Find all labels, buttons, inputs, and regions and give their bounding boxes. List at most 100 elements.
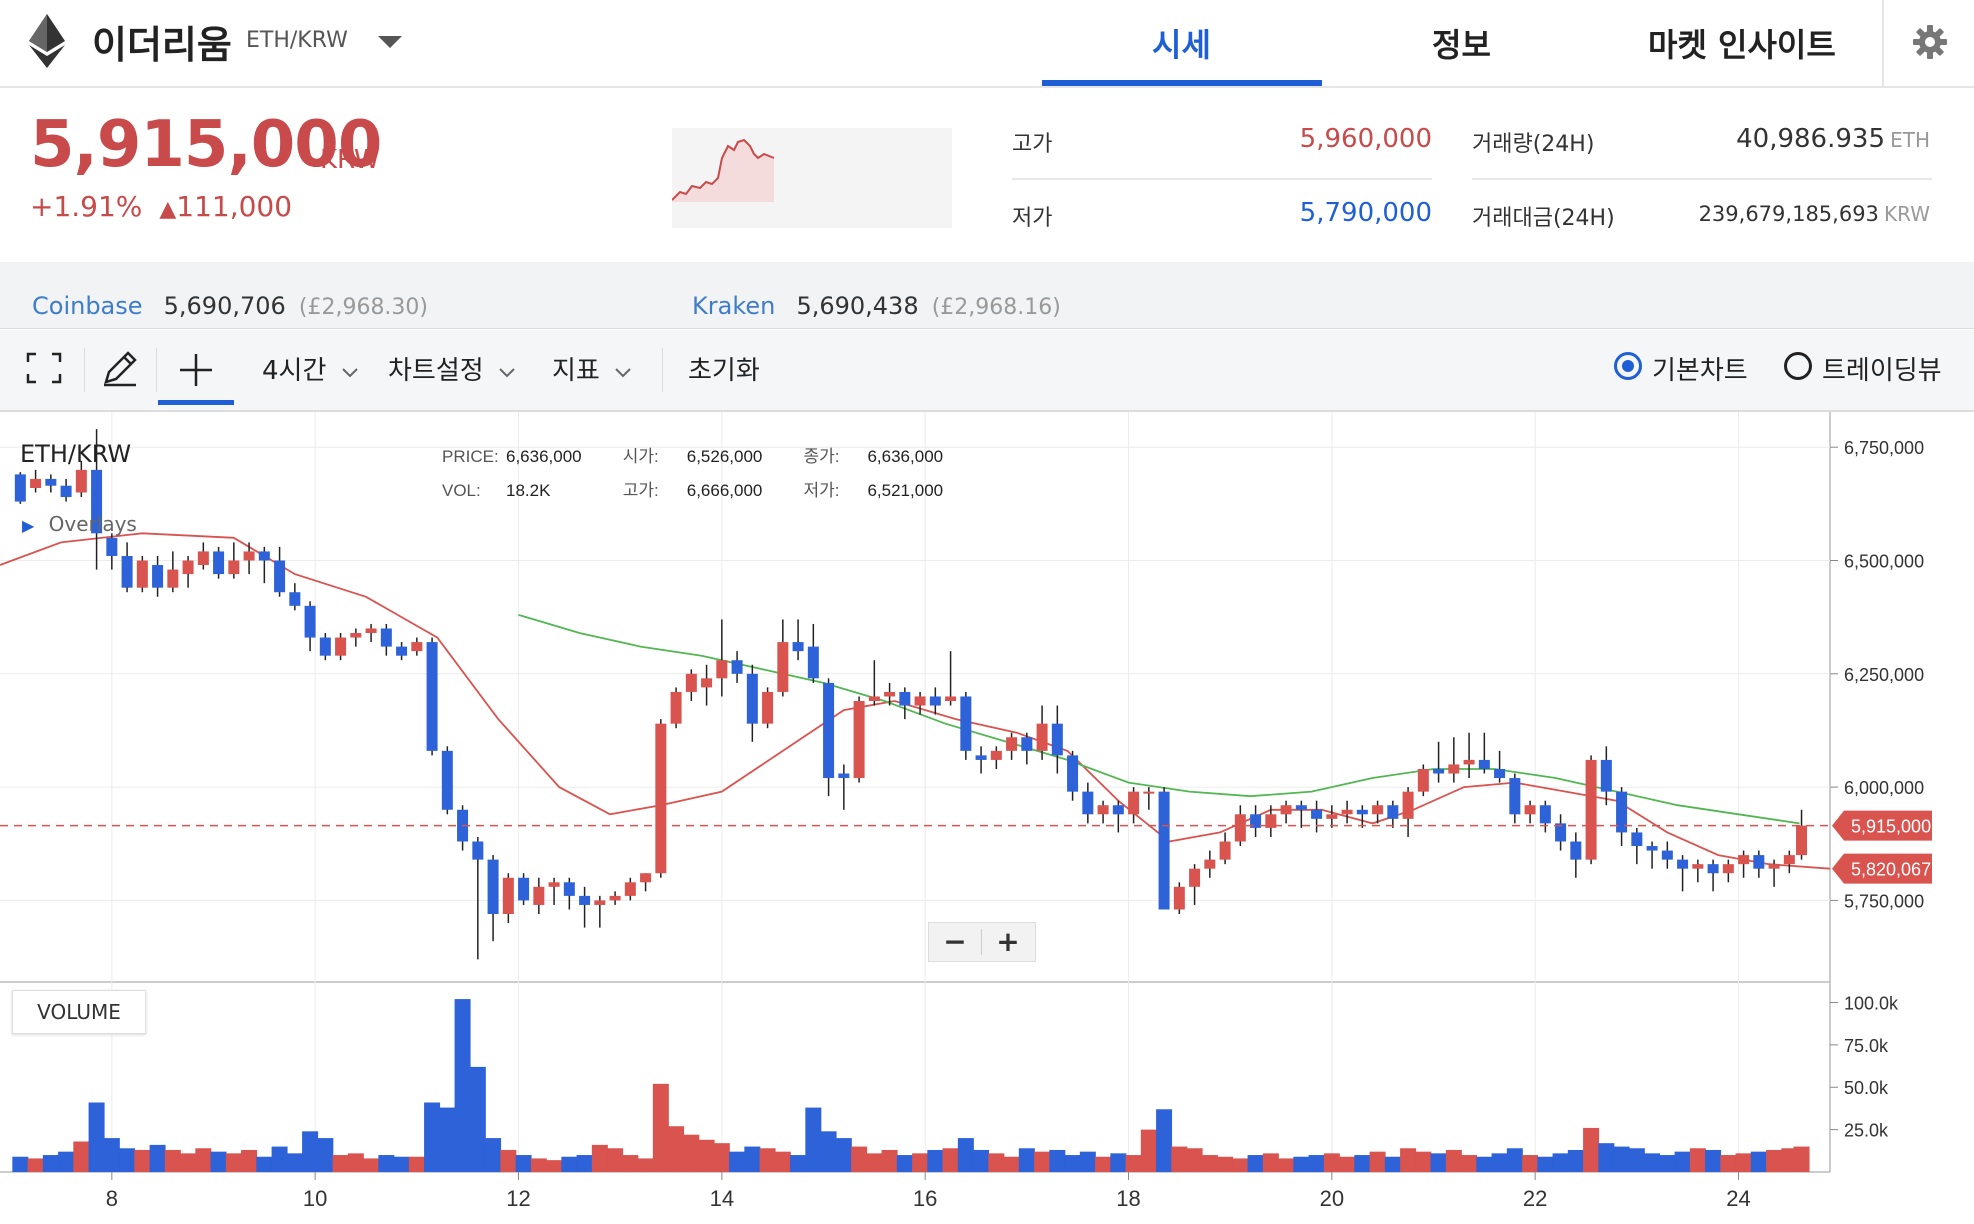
turnover-24h-label: 거래대금(24H) bbox=[1472, 206, 1615, 231]
candle-body bbox=[60, 485, 72, 498]
volume-bar bbox=[1659, 1155, 1676, 1172]
tab-info[interactable]: 정보 bbox=[1432, 26, 1491, 64]
candle-body bbox=[518, 877, 530, 901]
candle-body bbox=[304, 605, 316, 638]
exchange-name: Coinbase bbox=[32, 292, 143, 320]
fullscreen-icon[interactable] bbox=[26, 352, 62, 384]
volume-bar bbox=[546, 1160, 563, 1172]
candle-body bbox=[380, 628, 392, 647]
volume-bar bbox=[607, 1148, 624, 1172]
volume-bar bbox=[180, 1153, 197, 1172]
candle-body bbox=[75, 469, 87, 493]
volume-bar bbox=[698, 1139, 715, 1172]
candle-body bbox=[960, 696, 972, 751]
indicators-dropdown[interactable]: 지표 bbox=[552, 350, 632, 387]
basic-chart-label[interactable]: 기본차트 bbox=[1652, 356, 1748, 386]
candle-body bbox=[487, 859, 499, 915]
mini-price-chart bbox=[672, 128, 952, 228]
volume-bar bbox=[1689, 1148, 1706, 1172]
chart-symbol: ETH/KRW bbox=[20, 440, 132, 468]
candle-body bbox=[1707, 864, 1719, 874]
ohlc-legend: PRICE: 6,636,000 시가: 6,526,000 종가: 6,636,00… bbox=[442, 440, 979, 508]
candle-body bbox=[1448, 764, 1460, 774]
volume-24h-label: 거래량(24H) bbox=[1472, 132, 1595, 157]
candle-body bbox=[1112, 805, 1124, 815]
candle-body bbox=[1600, 759, 1612, 792]
tab-price[interactable]: 시세 bbox=[1152, 26, 1211, 64]
volume-bar bbox=[1384, 1156, 1401, 1172]
volume-bar bbox=[88, 1102, 105, 1172]
candle-body bbox=[274, 560, 286, 593]
candle-body bbox=[1372, 805, 1384, 815]
volume-bar bbox=[1354, 1155, 1371, 1172]
chart-settings-dropdown[interactable]: 차트설정 bbox=[388, 350, 516, 387]
volume-bar bbox=[1308, 1155, 1325, 1172]
toolbar-separator bbox=[156, 348, 157, 392]
turnover-24h-unit: KRW bbox=[1884, 202, 1930, 226]
candle-body bbox=[1280, 805, 1292, 815]
candle-body bbox=[1796, 825, 1808, 856]
candle-body bbox=[1311, 809, 1323, 819]
candle-body bbox=[1326, 814, 1338, 819]
volume-bar bbox=[225, 1153, 242, 1172]
volume-bar bbox=[454, 999, 471, 1172]
legend-label: 고가: bbox=[622, 481, 659, 500]
current-price-tag: 5,915,000 bbox=[1851, 817, 1931, 837]
ma-price-tag-bg bbox=[1832, 853, 1932, 884]
exchange-gbp: (£2,968.30) bbox=[298, 295, 429, 320]
overlays-toggle[interactable]: ▶ Overlays bbox=[22, 512, 137, 536]
candle-body bbox=[899, 691, 911, 706]
chevron-down-icon bbox=[615, 368, 631, 378]
current-price: 5,915,000 bbox=[30, 108, 382, 182]
trading-view-radio[interactable] bbox=[1784, 352, 1812, 380]
volume-bar bbox=[652, 1083, 669, 1172]
caret-down-icon[interactable] bbox=[376, 34, 404, 50]
interval-dropdown[interactable]: 4시간 bbox=[262, 350, 359, 387]
volume-bar bbox=[1735, 1153, 1752, 1172]
zoom-in-button[interactable]: + bbox=[996, 925, 1020, 958]
volume-bar bbox=[805, 1107, 822, 1172]
volume-bar bbox=[1186, 1148, 1203, 1172]
candle-body bbox=[1341, 809, 1353, 815]
volume-bar bbox=[134, 1149, 151, 1172]
exchange-price: 5,690,706 bbox=[163, 292, 286, 320]
candle-body bbox=[868, 696, 880, 701]
candle-body bbox=[1295, 805, 1307, 810]
candle-body bbox=[548, 882, 560, 887]
trading-view-label[interactable]: 트레이딩뷰 bbox=[1822, 356, 1942, 386]
volume-bar bbox=[195, 1148, 212, 1172]
exchange-price: 5,690,438 bbox=[796, 292, 919, 320]
volume-bar bbox=[622, 1155, 639, 1172]
volume-bar bbox=[1766, 1149, 1783, 1172]
settings-button[interactable] bbox=[1882, 0, 1974, 86]
x-tick-label: 8 bbox=[106, 1186, 118, 1211]
volume-bar bbox=[866, 1153, 883, 1172]
candle-body bbox=[884, 691, 896, 697]
volume-bar bbox=[927, 1149, 944, 1172]
change-amount: 111,000 bbox=[176, 190, 293, 223]
y-tick-label: 6,500,000 bbox=[1844, 552, 1924, 572]
volume-pane-label: VOLUME bbox=[12, 990, 146, 1034]
legend-label: 종가: bbox=[803, 447, 840, 466]
volume-bar bbox=[439, 1107, 456, 1172]
pencil-icon[interactable] bbox=[100, 348, 140, 388]
crosshair-icon[interactable] bbox=[176, 350, 216, 390]
candle-body bbox=[1173, 886, 1185, 910]
volume-tick-label: 100.0k bbox=[1844, 993, 1899, 1013]
overlays-label: Overlays bbox=[48, 512, 137, 536]
candle-body bbox=[746, 673, 758, 724]
volume-bar bbox=[1369, 1151, 1386, 1172]
reset-button[interactable]: 초기화 bbox=[688, 356, 760, 386]
zoom-out-button[interactable]: − bbox=[943, 925, 967, 958]
legend-vol: 18.2K bbox=[506, 481, 551, 500]
candle-body bbox=[609, 895, 621, 901]
basic-chart-radio[interactable] bbox=[1614, 352, 1642, 380]
candle-body bbox=[777, 642, 789, 692]
volume-bar bbox=[1415, 1151, 1432, 1172]
price-chart[interactable]: 6,750,000 6,500,000 6,250,000 6,000,000 5,75… bbox=[0, 412, 1974, 1224]
volume-bar bbox=[1018, 1148, 1035, 1172]
candle-body bbox=[975, 755, 987, 760]
tab-market-insight[interactable]: 마켓 인사이트 bbox=[1648, 26, 1836, 64]
volume-bar bbox=[1583, 1127, 1600, 1172]
volume-bar bbox=[1522, 1155, 1539, 1172]
